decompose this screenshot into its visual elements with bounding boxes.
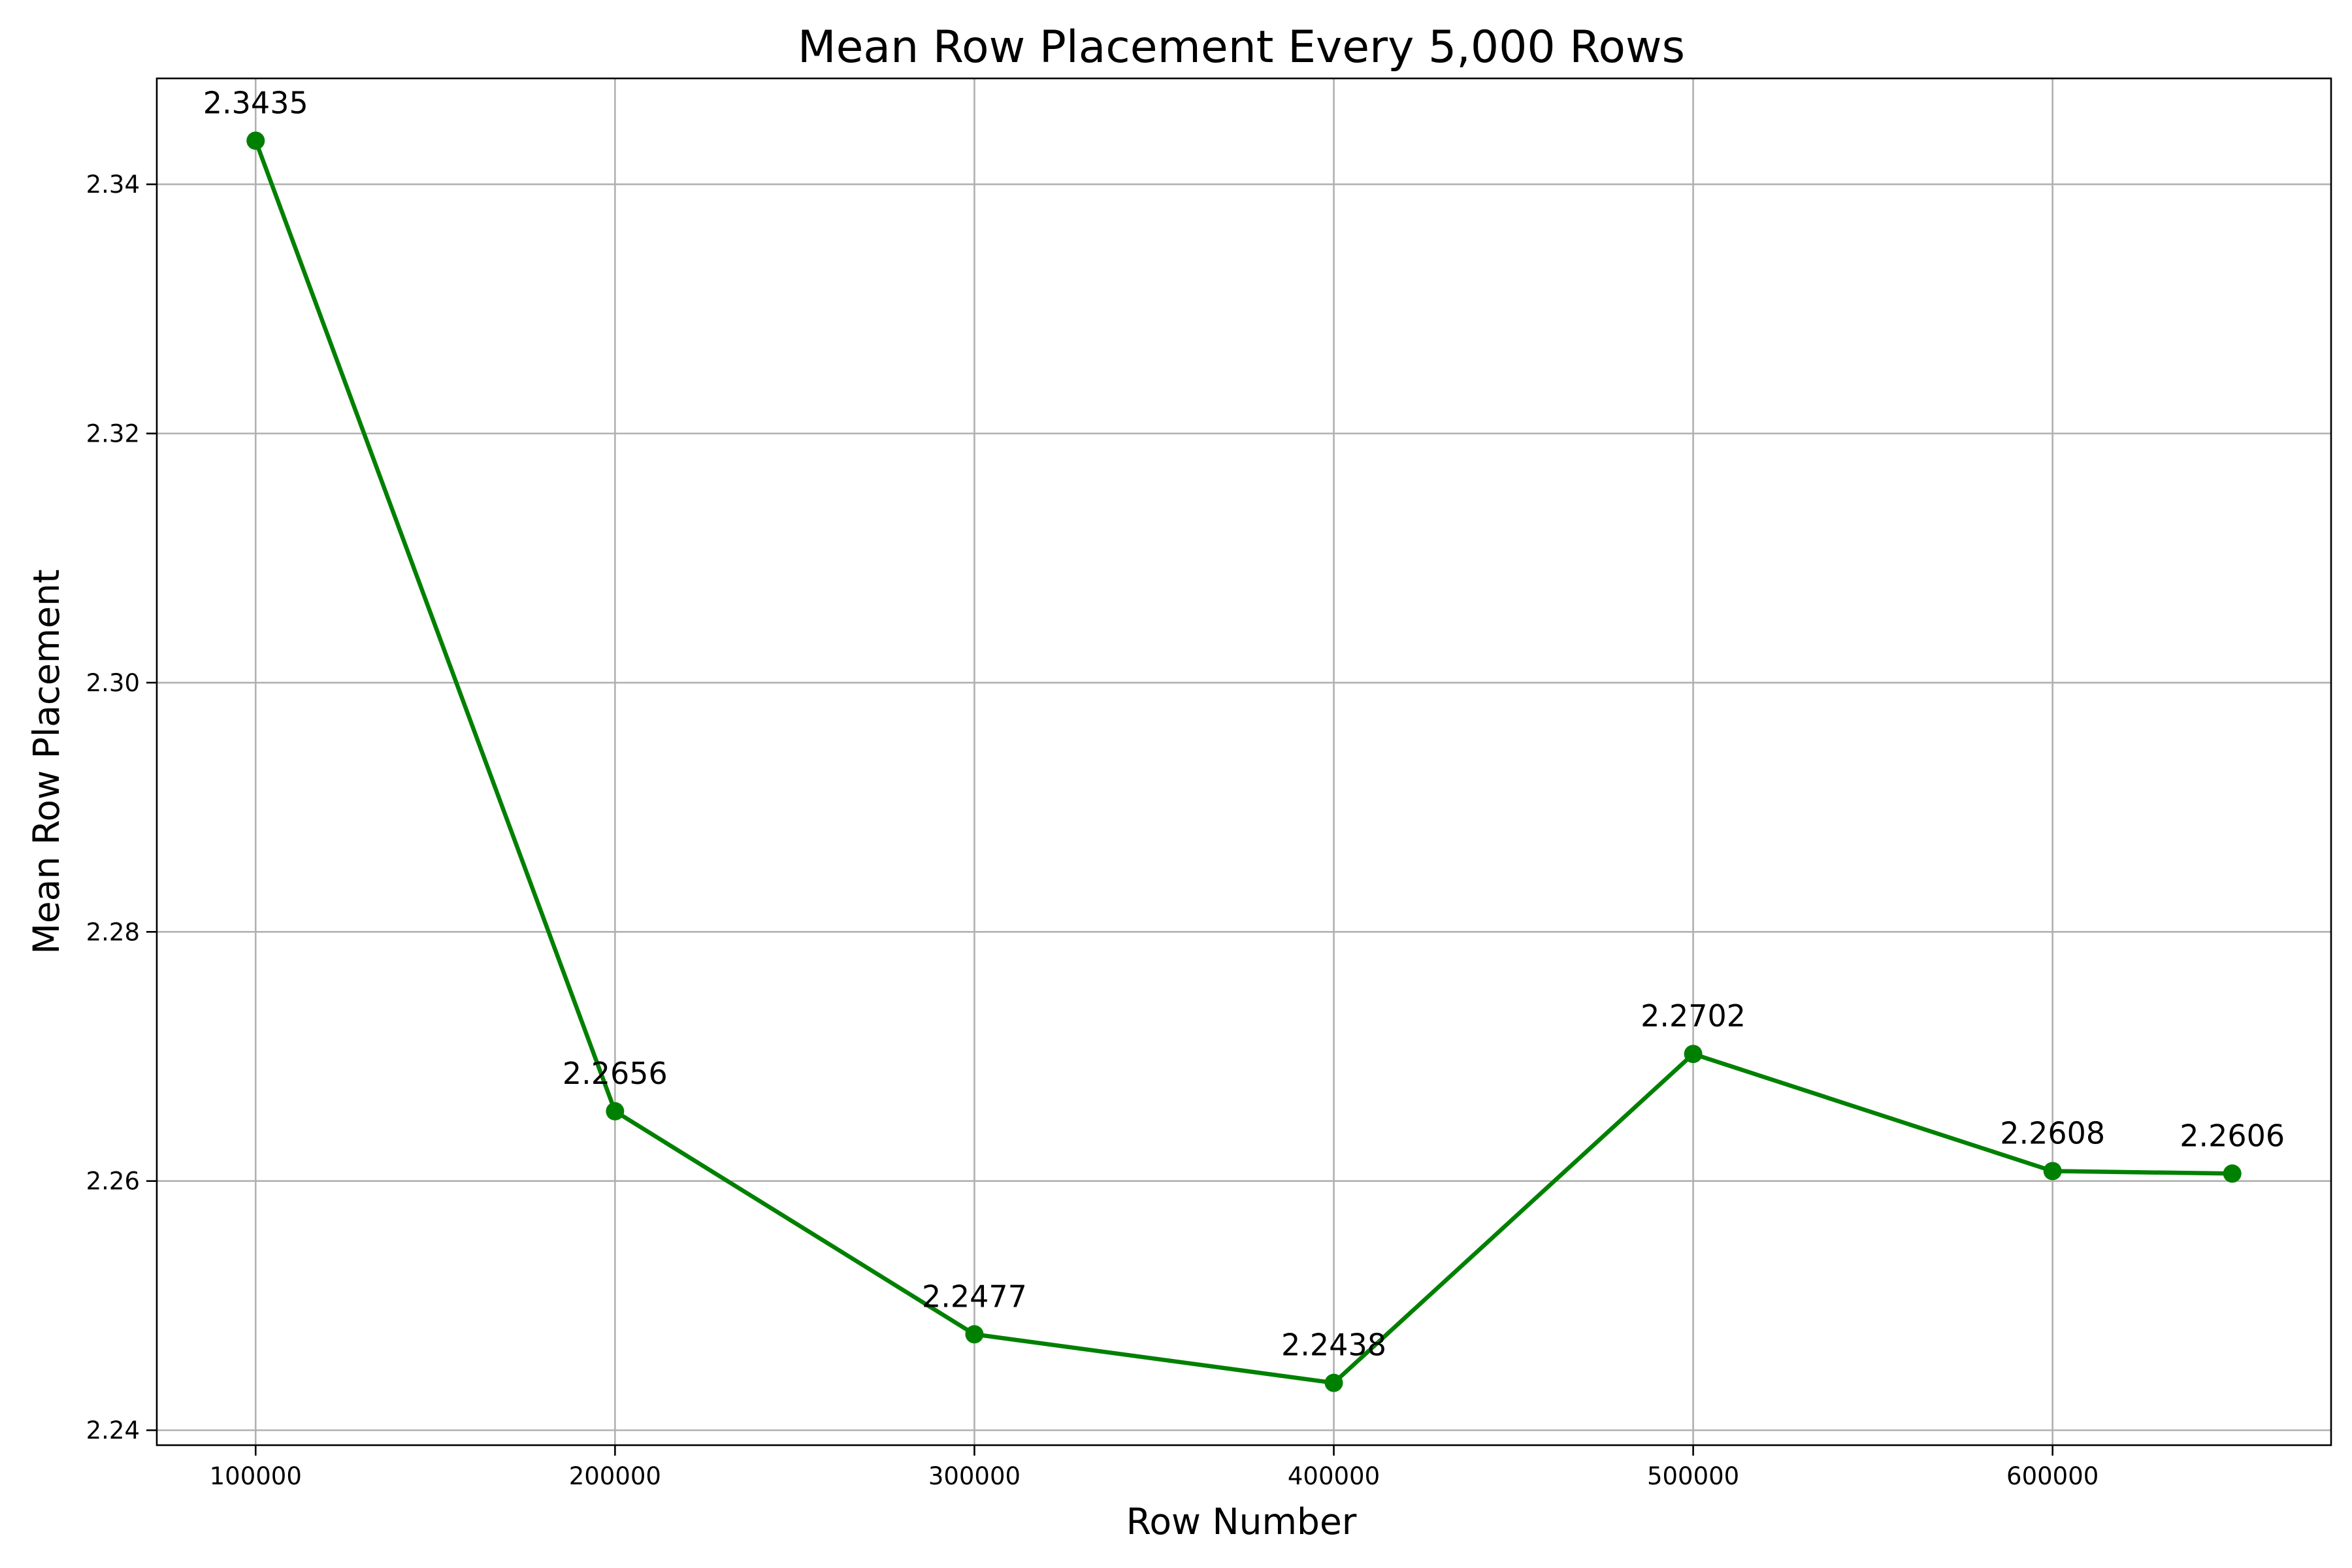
data-point-marker: [2043, 1162, 2062, 1181]
x-tick-label: 300000: [928, 1462, 1021, 1490]
x-tick-label: 200000: [569, 1462, 661, 1490]
y-tick-label: 2.26: [86, 1168, 140, 1196]
x-axis-label: Row Number: [1126, 1501, 1357, 1543]
data-point-marker: [1684, 1045, 1703, 1064]
x-tick-label: 400000: [1288, 1462, 1380, 1490]
y-tick-label: 2.34: [86, 171, 140, 199]
data-label: 2.2608: [2000, 1115, 2105, 1151]
data-label: 2.2656: [563, 1056, 668, 1091]
data-point-marker: [965, 1325, 984, 1344]
y-tick-label: 2.32: [86, 420, 140, 448]
axis-ticks: 100000 200000 300000 400000 500000 600000 2.24…: [86, 171, 2099, 1490]
plot-frame: [155, 77, 2332, 1446]
y-tick-label: 2.24: [86, 1416, 140, 1445]
data-label: 2.2606: [2180, 1118, 2285, 1153]
data-point-marker: [606, 1102, 625, 1120]
grid: [157, 78, 2331, 1445]
data-label: 2.2438: [1281, 1328, 1386, 1363]
data-point-marker: [2223, 1164, 2242, 1183]
data-point-marker: [1324, 1373, 1343, 1392]
y-axis-label: Mean Row Placement: [25, 569, 67, 954]
x-tick-label: 100000: [210, 1462, 302, 1490]
chart-title: Mean Row Placement Every 5,000 Rows: [798, 22, 1685, 73]
y-tick-label: 2.30: [86, 669, 140, 697]
x-tick-label: 600000: [2006, 1462, 2099, 1490]
series-layer: [246, 131, 2242, 1392]
data-point-marker: [246, 131, 265, 150]
data-labels: 2.3435 2.2656 2.2477 2.2438 2.2702 2.2608 2.26…: [203, 85, 2285, 1362]
data-label: 2.2477: [922, 1279, 1027, 1314]
data-label: 2.3435: [203, 85, 308, 120]
y-tick-label: 2.28: [86, 918, 140, 946]
data-label: 2.2702: [1641, 998, 1746, 1034]
x-tick-label: 500000: [1647, 1462, 1739, 1490]
